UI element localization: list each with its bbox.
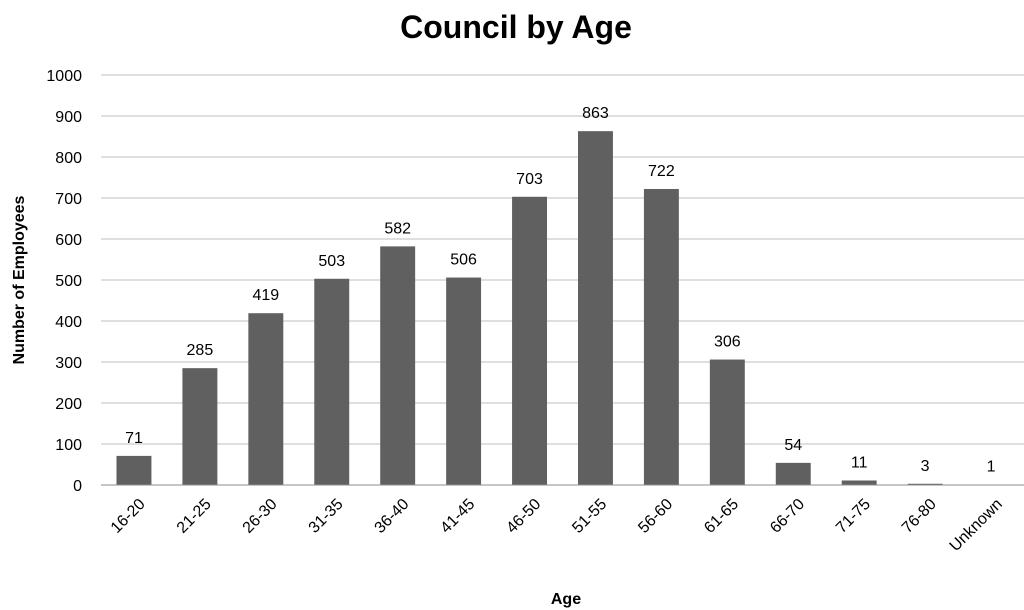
x-axis-title: Age (551, 591, 581, 608)
bar-16-20 (116, 455, 152, 485)
y-tick-label: 400 (55, 314, 82, 331)
bar-51-55 (577, 131, 613, 486)
x-tick-label: 56-60 (635, 496, 676, 537)
x-tick-label: 46-50 (503, 496, 544, 537)
data-label: 419 (252, 287, 279, 304)
x-tick-label: 76-80 (899, 496, 940, 537)
data-label: 306 (714, 334, 741, 351)
bars (116, 131, 1009, 486)
data-label: 703 (516, 171, 543, 188)
x-tick-label: 51-55 (569, 496, 610, 537)
data-label: 722 (648, 163, 675, 180)
x-tick-label: 61-65 (701, 496, 742, 537)
bar-36-40 (380, 246, 416, 485)
data-label: 3 (921, 458, 930, 475)
data-label: 582 (384, 220, 411, 237)
x-tick-label: 36-40 (372, 496, 413, 537)
y-tick-label: 300 (55, 355, 82, 372)
y-tick-label: 600 (55, 232, 82, 249)
chart-title: Council by Age (400, 9, 632, 45)
y-tick-label: 200 (55, 396, 82, 413)
gridlines (101, 74, 1024, 445)
y-tick-label: 1000 (46, 68, 82, 85)
x-tick-label: 16-20 (108, 496, 149, 537)
data-label: 71 (125, 430, 143, 447)
y-tick-label: 700 (55, 191, 82, 208)
data-label: 863 (582, 105, 609, 122)
y-tick-label: 800 (55, 150, 82, 167)
y-tick-label: 0 (73, 478, 82, 495)
bar-66-70 (775, 462, 811, 485)
bar-46-50 (512, 196, 548, 485)
bar-71-75 (841, 480, 877, 485)
bar-61-65 (709, 359, 745, 485)
x-tick-label: 71-75 (833, 496, 874, 537)
bar-56-60 (643, 188, 679, 486)
bar-21-25 (182, 368, 218, 485)
data-labels: 71 285 419 503 582 506 703 863 722 306 54 11 3 1 (125, 105, 996, 475)
y-tick-label: 900 (55, 109, 82, 126)
bar-76-80 (907, 483, 943, 485)
x-tick-label: 21-25 (174, 496, 215, 537)
y-axis-title: Number of Employees (11, 195, 28, 364)
x-tick-label: 41-45 (437, 496, 478, 537)
data-label: 11 (851, 454, 868, 471)
x-tick-label: Unknown (947, 496, 1006, 555)
y-tick-label: 500 (55, 273, 82, 290)
y-axis-tick-labels: 0 100 200 300 400 500 600 700 800 900 1000 (46, 68, 82, 495)
data-label: 506 (450, 252, 477, 269)
data-label: 285 (187, 342, 214, 359)
bar-31-35 (314, 278, 350, 485)
data-label: 503 (318, 253, 345, 270)
x-axis-tick-labels: 16-20 21-25 26-30 31-35 36-40 41-45 46-50 51-55… (108, 496, 1006, 555)
y-tick-label: 100 (55, 437, 82, 454)
data-label: 54 (784, 437, 802, 454)
data-label: 1 (987, 459, 996, 476)
x-tick-label: 66-70 (767, 496, 808, 537)
x-tick-label: 31-35 (306, 496, 347, 537)
bar-41-45 (446, 277, 482, 485)
x-tick-label: 26-30 (240, 496, 281, 537)
bar-26-30 (248, 313, 284, 485)
